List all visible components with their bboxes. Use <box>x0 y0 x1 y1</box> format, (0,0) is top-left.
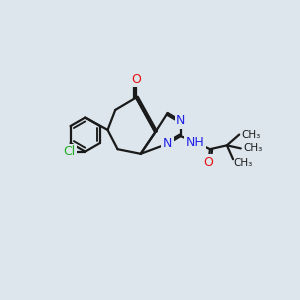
Text: O: O <box>203 156 213 169</box>
Text: CH₃: CH₃ <box>242 130 261 140</box>
Text: NH: NH <box>186 136 205 149</box>
Text: N: N <box>163 137 172 150</box>
Text: CH₃: CH₃ <box>243 143 262 153</box>
Text: O: O <box>131 73 141 85</box>
Text: Cl: Cl <box>64 145 76 158</box>
Text: N: N <box>176 114 185 127</box>
Text: CH₃: CH₃ <box>234 158 253 168</box>
